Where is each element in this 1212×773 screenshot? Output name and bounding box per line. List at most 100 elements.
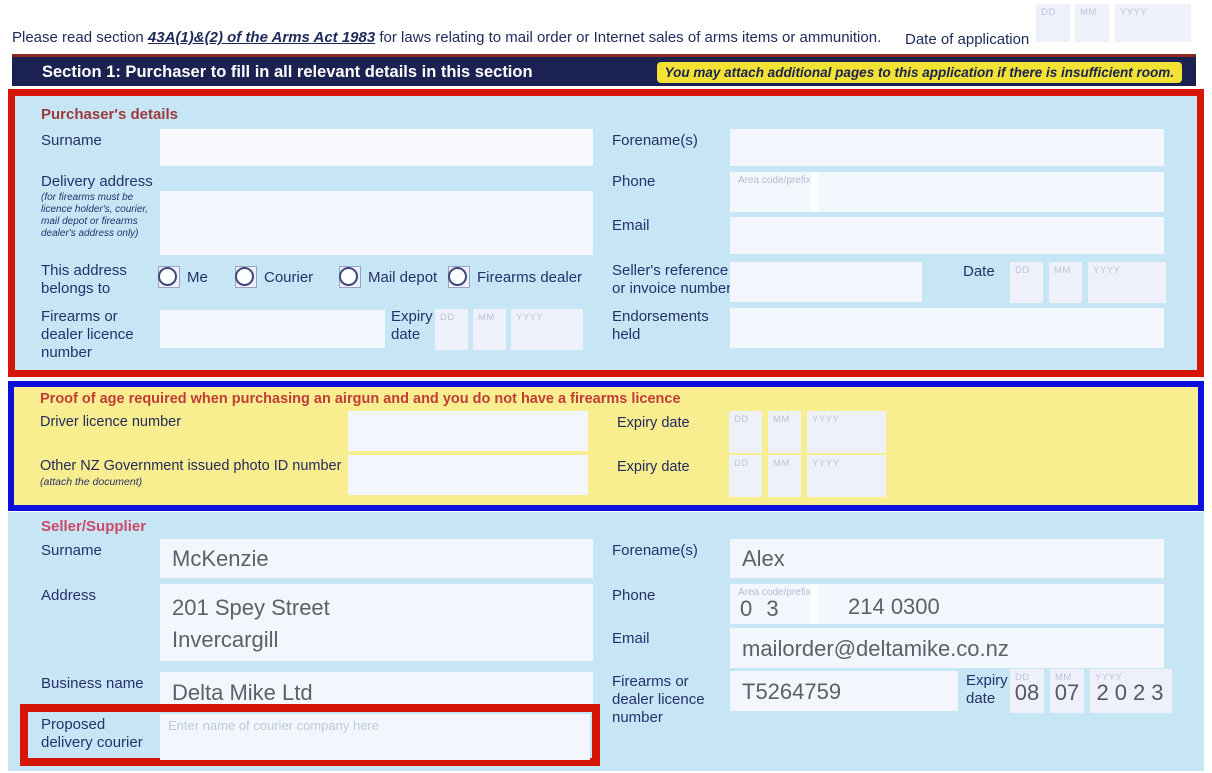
- radio-courier-label: Courier: [264, 269, 314, 286]
- purchaser-delivery-address-field[interactable]: [160, 191, 593, 255]
- seller-phone-label: Phone: [612, 587, 656, 604]
- purchaser-details-section: Purchaser's details Surname Delivery add…: [8, 89, 1204, 377]
- other-id-field[interactable]: [348, 455, 588, 495]
- seller-phone-number-value: 214 0300: [848, 594, 940, 619]
- purchaser-date-dd-field[interactable]: DD: [1010, 262, 1043, 303]
- application-date-yyyy-field[interactable]: YYYY: [1115, 4, 1191, 42]
- driver-licence-field[interactable]: [348, 411, 588, 451]
- seller-phone-field[interactable]: Area code/prefix 0 3 214 0300: [730, 584, 1164, 624]
- date-of-application-label: Date of application: [905, 31, 1030, 48]
- purchaser-sellers-reference-field[interactable]: [730, 262, 922, 302]
- purchaser-sellers-reference-label: Seller's reference or invoice number: [612, 262, 732, 297]
- radio-mail-depot[interactable]: [339, 266, 361, 288]
- other-id-note: (attach the document): [40, 476, 143, 488]
- yyyy-placeholder: YYYY: [1120, 7, 1148, 18]
- radio-firearms-dealer[interactable]: [448, 266, 470, 288]
- seller-forenames-value: Alex: [742, 546, 785, 571]
- seller-expiry-label: Expiry date: [966, 672, 1008, 707]
- purchaser-licence-expiry-dd-field[interactable]: DD: [435, 309, 468, 350]
- other-id-expiry-yyyy-field[interactable]: YYYY: [807, 455, 886, 497]
- purchaser-forenames-field[interactable]: [730, 129, 1164, 166]
- mm-placeholder: MM: [773, 458, 790, 469]
- purchaser-date-mm-field[interactable]: MM: [1049, 262, 1082, 303]
- yyyy-placeholder: YYYY: [516, 312, 544, 323]
- purchaser-licence-expiry-mm-field[interactable]: MM: [473, 309, 506, 350]
- other-id-label: Other NZ Government issued photo ID numb…: [40, 458, 342, 474]
- seller-licence-field[interactable]: T5264759: [730, 671, 958, 711]
- seller-address-field[interactable]: 201 Spey Street Invercargill: [160, 584, 593, 661]
- driver-licence-expiry-dd-field[interactable]: DD: [729, 411, 762, 453]
- application-date-dd-field[interactable]: DD: [1036, 4, 1070, 42]
- seller-courier-field[interactable]: Enter name of courier company here: [160, 714, 590, 760]
- mm-placeholder: MM: [1055, 672, 1072, 683]
- purchaser-date-label: Date: [963, 263, 995, 280]
- purchaser-licence-expiry-label: Expiry date: [391, 308, 433, 343]
- other-id-expiry-mm-field[interactable]: MM: [768, 455, 801, 497]
- purchaser-surname-field[interactable]: [160, 129, 593, 166]
- seller-courier-label: Proposed delivery courier: [41, 716, 143, 751]
- dd-placeholder: DD: [734, 458, 749, 469]
- purchaser-email-field[interactable]: [730, 217, 1164, 254]
- yyyy-placeholder: YYYY: [812, 458, 840, 469]
- dd-placeholder: DD: [1041, 7, 1056, 18]
- seller-address-label: Address: [41, 587, 97, 604]
- seller-expiry-dd-field[interactable]: DD 08: [1010, 669, 1044, 713]
- seller-phone-area-value: 0 3: [740, 596, 783, 621]
- purchaser-delivery-address-label: Delivery address: [41, 173, 153, 190]
- additional-pages-note: You may attach additional pages to this …: [656, 62, 1182, 83]
- proof-of-age-section: Proof of age required when purchasing an…: [8, 381, 1204, 511]
- seller-forenames-label: Forename(s): [612, 542, 698, 559]
- purchaser-heading: Purchaser's details: [41, 106, 178, 123]
- yyyy-placeholder: YYYY: [1093, 265, 1121, 276]
- seller-expiry-yyyy-value: 2023: [1096, 680, 1170, 705]
- application-date-mm-field[interactable]: MM: [1075, 4, 1109, 42]
- purchaser-licence-label: Firearms or dealer licence number: [41, 308, 134, 361]
- purchaser-licence-field[interactable]: [160, 310, 385, 348]
- arms-act-link[interactable]: 43A(1)&(2) of the Arms Act 1983: [147, 29, 376, 46]
- purchaser-belongs-label: This address belongs to: [41, 262, 127, 297]
- seller-phone-area-code-field[interactable]: Area code/prefix 0 3: [730, 584, 818, 624]
- radio-me[interactable]: [158, 266, 180, 288]
- purchaser-phone-field[interactable]: Area code/prefix: [730, 172, 1164, 212]
- dd-placeholder: DD: [1015, 265, 1030, 276]
- radio-me-label: Me: [187, 269, 208, 286]
- purchaser-phone-area-code-field[interactable]: Area code/prefix: [730, 172, 818, 212]
- seller-licence-label: Firearms or dealer licence number: [612, 673, 705, 726]
- driver-licence-expiry-yyyy-field[interactable]: YYYY: [807, 411, 886, 453]
- seller-supplier-section: Seller/Supplier Surname McKenzie Address…: [8, 512, 1204, 771]
- purchaser-phone-label: Phone: [612, 173, 656, 190]
- seller-address-line1: 201 Spey Street: [172, 595, 330, 620]
- intro-prefix: Please read section: [12, 29, 148, 46]
- purchaser-licence-expiry-yyyy-field[interactable]: YYYY: [511, 309, 583, 350]
- other-id-expiry-dd-field[interactable]: DD: [729, 455, 762, 497]
- dd-placeholder: DD: [1015, 672, 1030, 683]
- mm-placeholder: MM: [1080, 7, 1097, 18]
- seller-surname-field[interactable]: McKenzie: [160, 539, 593, 578]
- seller-surname-value: McKenzie: [172, 546, 269, 571]
- seller-business-name-value: Delta Mike Ltd: [172, 680, 313, 705]
- section1-header-bar: Section 1: Purchaser to fill in all rele…: [12, 54, 1196, 86]
- proof-of-age-heading: Proof of age required when purchasing an…: [40, 391, 681, 407]
- radio-mail-depot-label: Mail depot: [368, 269, 438, 286]
- dd-placeholder: DD: [440, 312, 455, 323]
- purchaser-date-yyyy-field[interactable]: YYYY: [1088, 262, 1166, 303]
- section1-title: Section 1: Purchaser to fill in all rele…: [42, 63, 533, 81]
- driver-licence-expiry-mm-field[interactable]: MM: [768, 411, 801, 453]
- seller-business-name-label: Business name: [41, 675, 144, 692]
- purchaser-forenames-label: Forename(s): [612, 132, 698, 149]
- seller-email-field[interactable]: mailorder@deltamike.co.nz: [730, 628, 1164, 668]
- mm-placeholder: MM: [1054, 265, 1071, 276]
- seller-expiry-yyyy-field[interactable]: YYYY 2023: [1090, 669, 1172, 713]
- purchaser-endorsements-field[interactable]: [730, 308, 1164, 348]
- intro-suffix: for laws relating to mail order or Inter…: [375, 29, 882, 46]
- purchaser-surname-label: Surname: [41, 132, 102, 149]
- seller-expiry-mm-field[interactable]: MM 07: [1050, 669, 1084, 713]
- area-code-placeholder: Area code/prefix: [738, 587, 811, 598]
- other-id-expiry-label: Expiry date: [617, 459, 690, 475]
- seller-licence-value: T5264759: [742, 679, 842, 704]
- courier-placeholder: Enter name of courier company here: [168, 718, 379, 733]
- mm-placeholder: MM: [773, 414, 790, 425]
- dd-placeholder: DD: [734, 414, 749, 425]
- seller-forenames-field[interactable]: Alex: [730, 539, 1164, 578]
- radio-courier[interactable]: [235, 266, 257, 288]
